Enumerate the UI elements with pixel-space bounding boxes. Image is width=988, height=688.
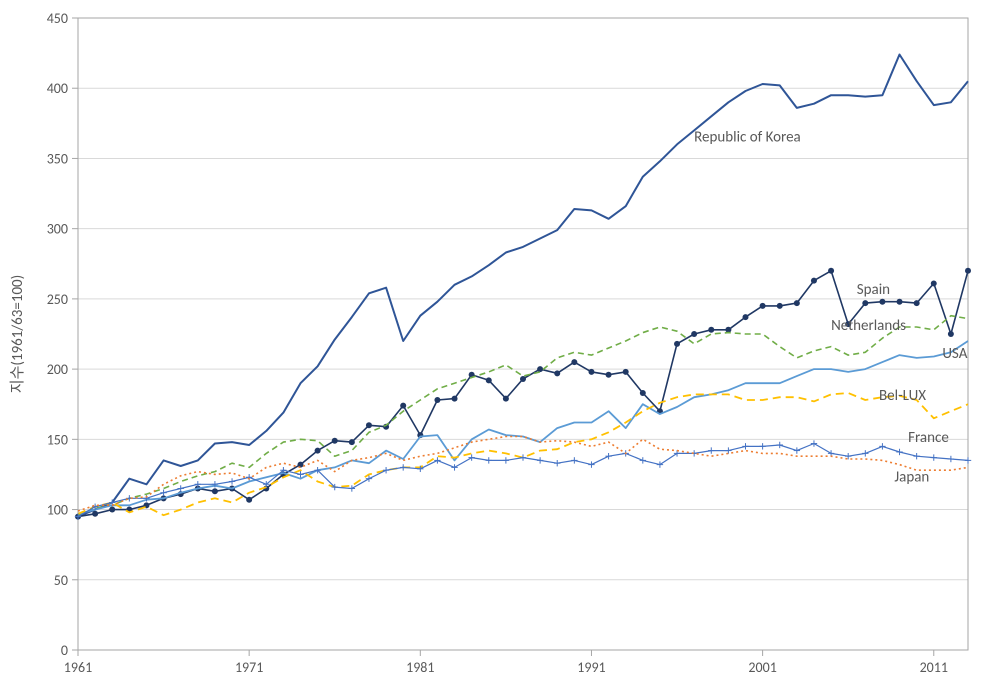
y-tick-label: 250	[47, 291, 68, 308]
chart-container: 1961 1971 1981 1991 2001 2011 0 50 100 150 200 250 3…	[0, 0, 988, 688]
series-marker	[246, 497, 252, 503]
series-marker	[760, 303, 766, 309]
series-marker	[315, 448, 321, 454]
series-marker	[212, 488, 218, 494]
x-tick-label: 1961	[64, 659, 92, 676]
y-tick-label: 50	[54, 572, 68, 589]
x-tick-label: 2001	[748, 659, 776, 676]
series-marker	[520, 376, 526, 382]
x-tick-label: 2011	[920, 659, 948, 676]
y-tick-label: 350	[47, 150, 68, 167]
series-marker	[332, 438, 338, 444]
x-tick-label: 1991	[577, 659, 605, 676]
series-label-netherlands: Netherlands	[831, 317, 906, 335]
series-marker	[92, 511, 98, 517]
series-marker	[828, 268, 834, 274]
x-tick-label: 1981	[406, 659, 434, 676]
y-tick-label: 450	[47, 10, 68, 27]
series-marker	[554, 370, 560, 376]
series-marker	[931, 280, 937, 286]
series-marker	[914, 300, 920, 306]
series-marker	[965, 268, 971, 274]
series-marker	[537, 366, 543, 372]
x-tick-label: 1971	[235, 659, 263, 676]
y-tick-label: 400	[47, 80, 68, 97]
series-marker	[588, 369, 594, 375]
series-marker	[811, 278, 817, 284]
series-marker	[452, 396, 458, 402]
series-marker	[349, 439, 355, 445]
series-marker	[400, 403, 406, 409]
series-marker	[708, 327, 714, 333]
series-marker	[777, 303, 783, 309]
series-marker	[434, 397, 440, 403]
series-marker	[691, 331, 697, 337]
y-tick-label: 150	[47, 431, 68, 448]
series-marker	[623, 369, 629, 375]
series-marker	[571, 359, 577, 365]
series-marker	[879, 299, 885, 305]
line-chart: 1961 1971 1981 1991 2001 2011 0 50 100 150 200 250 3…	[0, 0, 988, 688]
series-label-usa: USA	[942, 345, 967, 363]
series-marker	[674, 341, 680, 347]
y-axis-title: 지수(1961/63=100)	[9, 275, 27, 393]
series-label-republic-of-korea: Republic of Korea	[694, 129, 801, 147]
series-line-netherlands	[78, 316, 968, 516]
series-line-republic-of-korea	[78, 55, 968, 517]
series-line-usa	[78, 341, 968, 514]
series-label-bel-lux: Bel-LUX	[879, 387, 926, 405]
series-marker	[109, 507, 115, 513]
series-marker	[897, 299, 903, 305]
series-marker	[948, 331, 954, 337]
series-label-spain: Spain	[857, 281, 890, 299]
series-line-spain	[78, 271, 968, 517]
series-marker	[503, 396, 509, 402]
y-tick-label: 300	[47, 221, 68, 238]
series-marker	[366, 422, 372, 428]
series-label-france: France	[908, 429, 949, 447]
series-marker	[640, 390, 646, 396]
series-marker	[862, 300, 868, 306]
series-label-japan: Japan	[894, 468, 929, 486]
series-marker	[606, 372, 612, 378]
series-marker	[794, 300, 800, 306]
y-tick-label: 100	[47, 502, 68, 519]
series-marker	[743, 314, 749, 320]
series-marker	[486, 377, 492, 383]
y-tick-label: 0	[61, 642, 68, 659]
y-tick-label: 200	[47, 361, 68, 378]
